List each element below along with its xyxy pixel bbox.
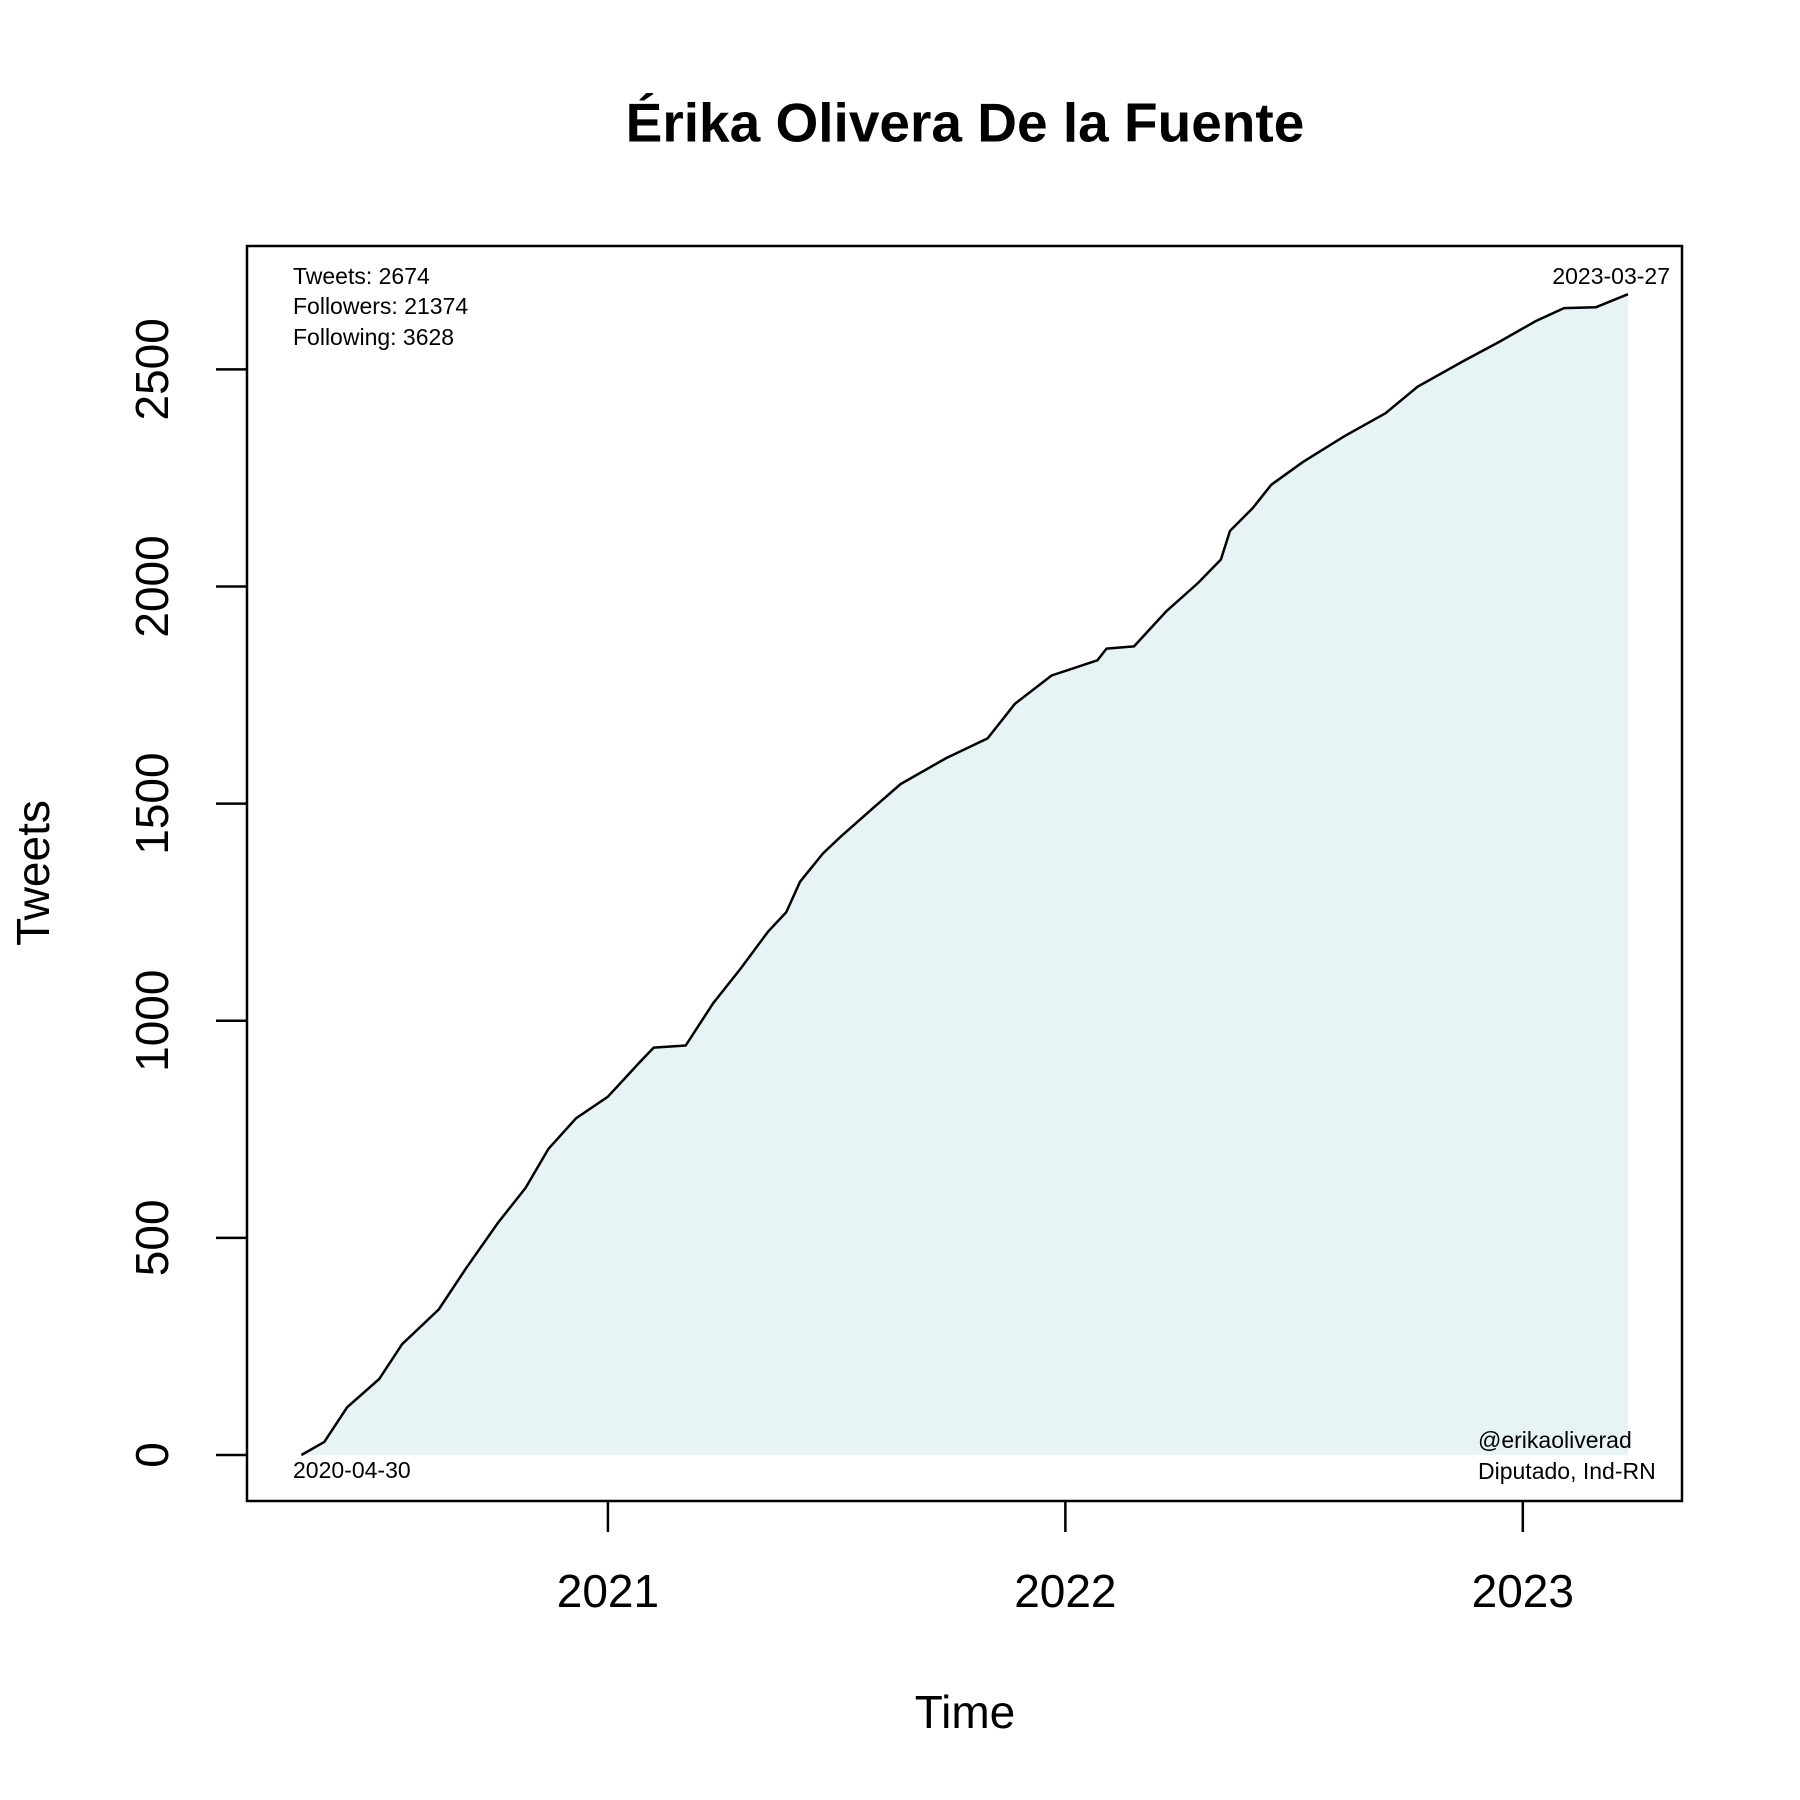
annotation: Diputado, Ind-RN [1478,1458,1656,1484]
x-tick-label: 2023 [1472,1565,1574,1617]
y-tick-label: 2500 [126,318,178,420]
chart-title: Érika Olivera De la Fuente [626,92,1305,154]
annotation: @erikaoliverad [1478,1427,1632,1453]
y-tick-label: 0 [126,1442,178,1468]
annotation: 2020-04-30 [293,1457,411,1483]
annotation: 2023-03-27 [1552,263,1670,289]
x-tick-label: 2022 [1014,1565,1116,1617]
x-axis-label: Time [915,1686,1016,1738]
x-tick-label: 2021 [557,1565,659,1617]
annotation: Followers: 21374 [293,293,468,319]
annotation: Tweets: 2674 [293,263,430,289]
y-tick-label: 1500 [126,752,178,854]
plot-frame [245,244,1684,1503]
y-tick-label: 2000 [126,535,178,637]
y-axis-label: Tweets [7,800,59,946]
annotation: Following: 3628 [293,324,454,350]
area-fill [301,294,1628,1456]
y-tick-label: 1000 [126,970,178,1072]
tweet-line [300,293,1629,1457]
y-tick-label: 500 [126,1199,178,1276]
